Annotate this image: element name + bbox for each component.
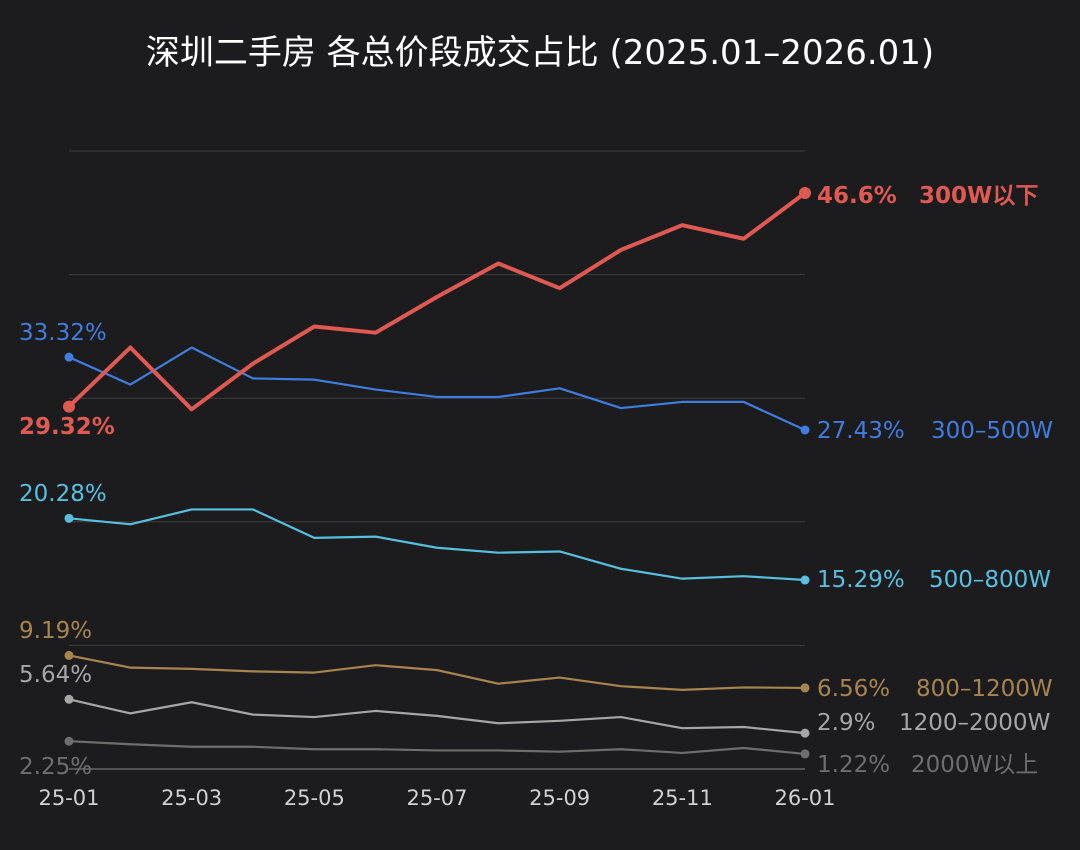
series-end-point <box>800 575 810 585</box>
x-tick-label: 26-01 <box>774 786 835 810</box>
start-value-label: 2.25% <box>19 754 92 780</box>
series-end-point <box>800 749 810 759</box>
series-end-point <box>800 683 810 693</box>
series-start-point <box>63 400 75 413</box>
series-start-point <box>64 650 74 660</box>
series-start-point <box>64 352 74 362</box>
series-start-point <box>64 513 74 523</box>
grid-lines <box>69 150 805 770</box>
series-name-label: 500–800W <box>929 567 1051 593</box>
series-line <box>68 740 806 756</box>
end-value-label: 2.9% <box>817 710 875 736</box>
series-line <box>67 191 807 412</box>
x-axis: 25-01 25-03 25-05 25-07 25-09 25-11 26-01 <box>38 786 835 810</box>
end-value-label: 46.6% <box>817 183 897 209</box>
series-line <box>68 508 806 582</box>
series-line <box>68 346 806 431</box>
x-tick-label: 25-05 <box>284 786 345 810</box>
series-name-label: 1200–2000W <box>899 710 1050 736</box>
x-tick-label: 25-11 <box>652 786 713 810</box>
end-value-label: 15.29% <box>817 567 905 593</box>
series-start-point <box>64 694 74 704</box>
series-line <box>68 654 806 691</box>
x-tick-label: 25-01 <box>38 786 99 810</box>
start-value-label: 9.19% <box>19 618 92 644</box>
series-name-label: 800–1200W <box>916 676 1053 702</box>
start-value-label: 29.32% <box>19 414 115 440</box>
series-start-point <box>64 736 74 746</box>
start-value-label: 20.28% <box>19 481 107 507</box>
series-name-label: 2000W以上 <box>911 752 1038 778</box>
x-tick-label: 25-07 <box>406 786 467 810</box>
end-value-label: 1.22% <box>817 752 890 778</box>
chart-title: 深圳二手房 各总价段成交占比 (2025.01–2026.01) <box>146 33 934 73</box>
series-group <box>63 187 811 759</box>
end-value-label: 6.56% <box>817 676 890 702</box>
start-value-label: 33.32% <box>19 320 107 346</box>
start-value-label: 5.64% <box>19 662 92 688</box>
series-name-label: 300W以下 <box>919 183 1038 209</box>
series-end-point <box>800 728 810 738</box>
x-tick-label: 25-03 <box>161 786 222 810</box>
series-name-label: 300–500W <box>931 418 1053 444</box>
series-end-point <box>800 425 810 435</box>
series-end-point <box>799 187 811 200</box>
series-line <box>68 698 806 735</box>
end-value-label: 27.43% <box>817 418 905 444</box>
x-tick-label: 25-09 <box>529 786 590 810</box>
data-labels: 29.32% 46.6% 300W以下 33.32% 27.43% 300–500W 20.… <box>19 183 1053 780</box>
